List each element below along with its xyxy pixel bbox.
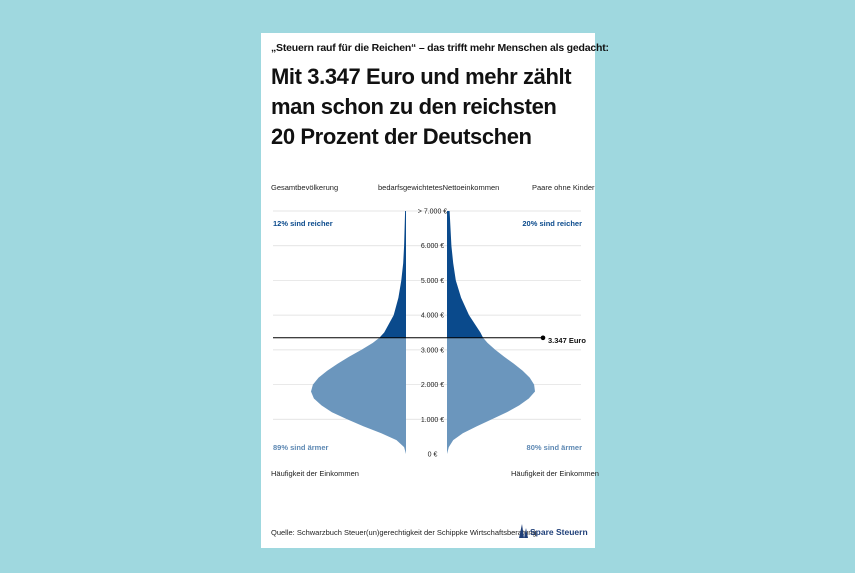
threshold-label: 3.347 Euro	[548, 336, 586, 345]
y-tick-label-7000: > 7.000 €	[418, 209, 447, 216]
headline-line-2: man schon zu den reichsten	[271, 94, 557, 119]
kicker-text: „Steuern rauf für die Reichen“ – das tri…	[271, 42, 609, 54]
y-tick-label-5000: 5.000 €	[421, 278, 444, 285]
right-area-above-threshold	[447, 211, 484, 338]
right-area-below-threshold	[447, 337, 535, 454]
y-tick-label-1000: 1.000 €	[421, 417, 444, 424]
logo-text: Spare Steuern	[530, 527, 588, 537]
left-bottom-label: Häufigkeit der Einkommen	[271, 469, 359, 478]
distribution-areas	[311, 211, 535, 454]
y-tick-label-2000: 2.000 €	[421, 382, 444, 389]
left-area-above-threshold	[379, 211, 406, 338]
left-below-label: 89% sind ärmer	[273, 443, 329, 452]
left-above-label: 12% sind reicher	[273, 219, 333, 228]
threshold-marker: 3.347 Euro	[273, 335, 586, 345]
right-series-header: Paare ohne Kinder	[532, 183, 595, 192]
threshold-dot	[540, 335, 546, 341]
infographic-card	[261, 33, 595, 548]
sail-logo-icon	[519, 524, 528, 538]
axis-header: bedarfsgewichtetesNettoeinkommen	[378, 183, 500, 192]
y-tick-label-3000: 3.000 €	[421, 347, 444, 354]
y-axis-ticks: 0 € 1.000 € 2.000 € 3.000 € 4.000 € 5.000 € 6.…	[418, 209, 447, 459]
headline: Mit 3.347 Euro und mehr zählt man schon …	[271, 62, 591, 152]
y-tick-label-4000: 4.000 €	[421, 313, 444, 320]
headline-line-1: Mit 3.347 Euro und mehr zählt	[271, 64, 572, 89]
right-below-label: 80% sind ärmer	[527, 443, 583, 452]
left-series-header: Gesamtbevölkerung	[271, 183, 339, 192]
y-tick-label-0: 0 €	[428, 452, 438, 459]
right-bottom-label: Häufigkeit der Einkommen	[511, 469, 599, 478]
right-above-label: 20% sind reicher	[522, 219, 582, 228]
left-area-below-threshold	[311, 337, 406, 454]
share-annotations: 12% sind reicher 89% sind ärmer 20% sind r…	[273, 219, 582, 452]
headline-line-3: 20 Prozent der Deutschen	[271, 124, 532, 149]
source-note: Quelle: Schwarzbuch Steuer(un)gerechtigk…	[271, 528, 537, 537]
y-tick-label-6000: 6.000 €	[421, 243, 444, 250]
income-distribution-chart: 0 € 1.000 € 2.000 € 3.000 € 4.000 € 5.000 € 6.…	[273, 209, 586, 459]
